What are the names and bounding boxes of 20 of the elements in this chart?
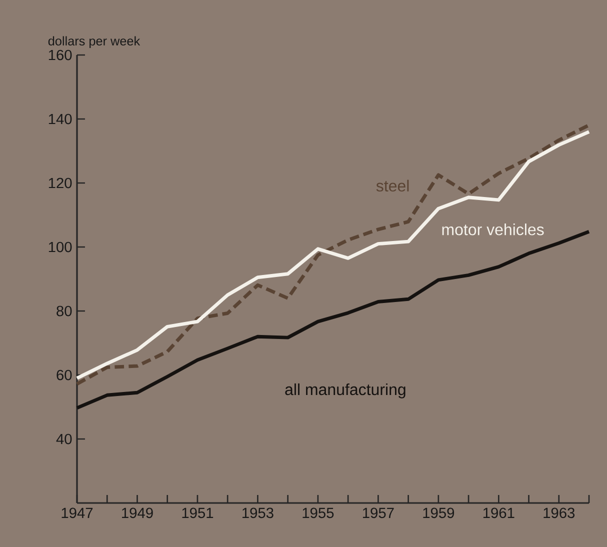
text: all manufacturing <box>285 383 406 398</box>
series-label: motor vehicles <box>442 224 544 236</box>
x-tick-label: 1951 <box>182 508 214 518</box>
x-tick-label: 1957 <box>362 508 394 518</box>
y-tick-label: 60 <box>56 370 72 380</box>
x-tick-label: 1955 <box>302 508 334 518</box>
y-tick-label: 100 <box>48 242 72 252</box>
x-tick-label: 1963 <box>544 508 575 518</box>
y-axis-title: dollars per week <box>48 36 140 48</box>
x-tick-label: 1961 <box>483 508 514 518</box>
y-tick-label: 120 <box>48 178 72 188</box>
y-tick-label: 140 <box>48 114 72 124</box>
x-tick-label: 1947 <box>62 508 93 518</box>
y-tick-label: 80 <box>56 306 72 316</box>
x-tick-label: 1959 <box>423 508 454 518</box>
y-tick-label: 40 <box>56 434 72 444</box>
series-label: steel <box>376 180 409 192</box>
x-tick-label: 1949 <box>122 508 153 518</box>
y-tick-label: 160 <box>48 50 72 60</box>
x-tick-label: 1953 <box>242 508 274 518</box>
